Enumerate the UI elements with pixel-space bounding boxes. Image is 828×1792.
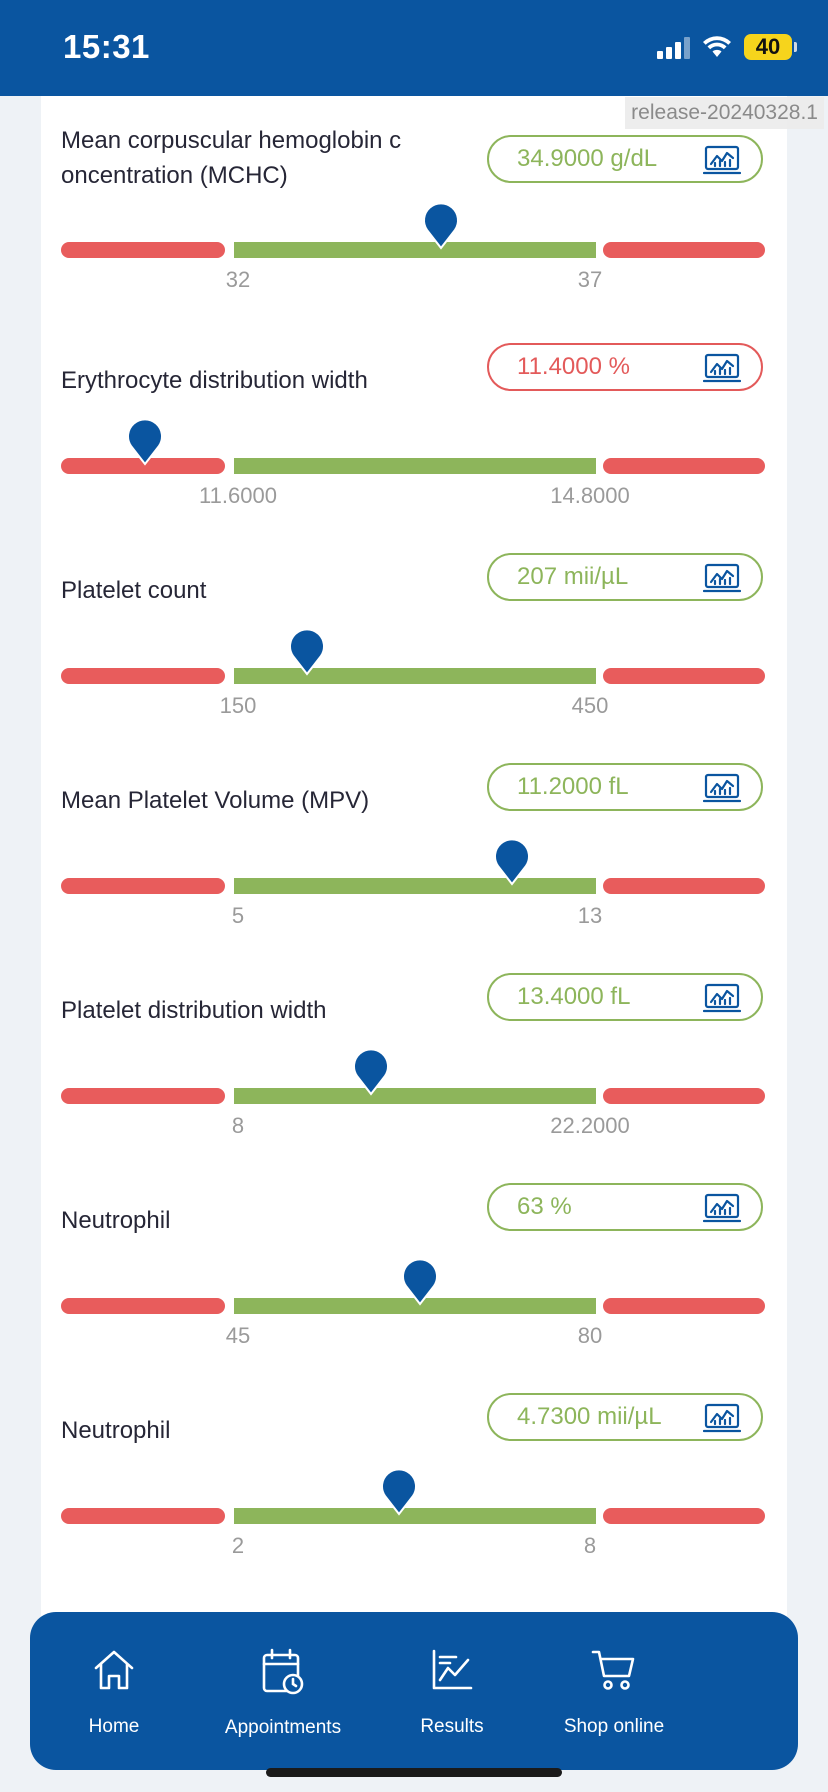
value-pill[interactable]: 4.7300 mii/µL [487,1393,763,1441]
history-chart-icon[interactable] [702,563,742,593]
metric-row: Platelet distribution width 13.4000 fL 8 22… [41,936,787,1138]
value-pill[interactable]: 13.4000 fL [487,973,763,1021]
range-normal-segment [234,1088,596,1104]
metric-label: Neutrophil [61,1417,171,1444]
range-high-segment [603,242,765,258]
history-chart-icon[interactable] [702,983,742,1013]
range-low-label: 150 [219,693,257,718]
range-high-label: 22.2000 [550,1113,630,1138]
range-normal-segment [234,1508,596,1524]
range-low-segment [61,1298,225,1314]
range-normal-segment [234,878,596,894]
metric-row: Mean corpuscular hemoglobin c oncentrati… [41,96,787,292]
range-low-segment [61,668,225,684]
range-low-segment [61,242,225,258]
nav-results-label: Results [420,1716,484,1737]
range-low-label: 32 [225,267,251,292]
bottom-nav: Home Appointments Results Shop online [30,1612,798,1770]
metric-value: 34.9000 g/dL [517,145,658,172]
range-low-label: 5 [231,903,245,928]
value-marker [126,418,164,466]
range-low-label: 8 [231,1113,245,1138]
metric-label: Platelet distribution width [61,997,327,1024]
status-time: 15:31 [63,28,150,65]
range-low-segment [61,458,225,474]
range-normal-segment [234,242,596,258]
results-chart-icon [432,1649,473,1690]
range-low-label: 11.6000 [199,483,277,508]
battery-icon: 40 [744,34,797,60]
home-indicator [266,1768,562,1777]
value-pill[interactable]: 207 mii/µL [487,553,763,601]
history-chart-icon[interactable] [702,773,742,803]
range-high-label: 13 [577,903,603,928]
value-marker [401,1258,439,1306]
history-chart-icon[interactable] [702,145,742,175]
nav-appointments[interactable]: Appointments [212,1612,354,1770]
range-high-segment [603,1088,765,1104]
history-chart-icon[interactable] [702,1403,742,1433]
value-marker [288,628,326,676]
history-chart-icon[interactable] [702,1193,742,1223]
value-pill[interactable]: 11.4000 % [487,343,763,391]
cart-icon [591,1650,635,1690]
metric-row: Neutrophil 63 % 45 80 [41,1146,787,1348]
status-bar: 15:31 40 [0,0,828,96]
range-high-segment [603,668,765,684]
metric-value: 4.7300 mii/µL [517,1403,662,1430]
range-low-segment [61,1088,225,1104]
range-high-label: 8 [583,1533,597,1558]
nav-home-label: Home [88,1716,140,1737]
metric-row: Erythrocyte distribution width 11.4000 % 1… [41,306,787,508]
history-chart-icon[interactable] [702,353,742,383]
metric-row: Mean Platelet Volume (MPV) 11.2000 fL 5 13 [41,726,787,928]
home-icon [94,1650,134,1690]
calendar-clock-icon [262,1648,304,1695]
metric-value: 11.2000 fL [517,773,629,800]
nav-results[interactable]: Results [408,1612,496,1770]
range-high-segment [603,878,765,894]
range-high-label: 14.8000 [550,483,630,508]
range-high-segment [603,1508,765,1524]
value-marker [380,1468,418,1516]
metric-label: Mean Platelet Volume (MPV) [61,787,370,814]
range-low-label: 45 [225,1323,251,1348]
metric-label: Erythrocyte distribution width [61,367,368,394]
metric-row: Platelet count 207 mii/µL 150 450 [41,516,787,718]
value-pill[interactable]: 63 % [487,1183,763,1231]
release-tag: release-20240328.1 [625,97,824,129]
range-normal-segment [234,1298,596,1314]
nav-shop[interactable]: Shop online [548,1612,680,1770]
metric-value: 11.4000 % [517,353,630,380]
status-icons: 40 [657,34,797,60]
value-pill[interactable]: 11.2000 fL [487,763,763,811]
cellular-signal-icon [657,35,690,59]
value-pill[interactable]: 34.9000 g/dL [487,135,763,183]
range-low-label: 2 [231,1533,245,1558]
metric-value: 63 % [517,1193,572,1220]
range-high-label: 80 [577,1323,603,1348]
range-low-segment [61,878,225,894]
range-normal-segment [234,668,596,684]
nav-shop-label: Shop online [563,1716,665,1737]
value-marker [352,1048,390,1096]
results-card: Mean corpuscular hemoglobin c oncentrati… [41,96,787,1706]
range-normal-segment [234,458,596,474]
nav-home[interactable]: Home [70,1612,158,1770]
range-high-segment [603,1298,765,1314]
value-marker [422,202,460,250]
metric-label: Neutrophil [61,1207,171,1234]
range-high-segment [603,458,765,474]
metric-label: Mean corpuscular hemoglobin c oncentrati… [61,127,402,189]
range-high-label: 37 [577,267,603,292]
metric-value: 207 mii/µL [517,563,629,590]
value-marker [493,838,531,886]
wifi-icon [703,36,731,57]
metric-row: Neutrophil 4.7300 mii/µL 2 8 [41,1356,787,1558]
metric-label: Platelet count [61,577,207,604]
nav-appointments-label: Appointments [224,1717,342,1738]
metric-value: 13.4000 fL [517,983,631,1010]
range-low-segment [61,1508,225,1524]
range-high-label: 450 [571,693,609,718]
